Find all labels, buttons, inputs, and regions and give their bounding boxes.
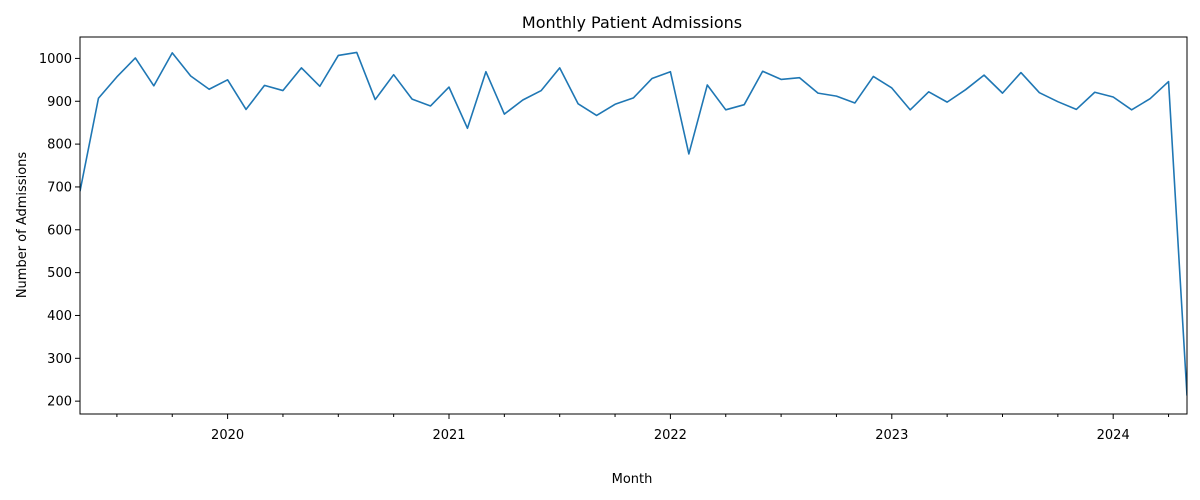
y-axis: 200 300 400 500 600 700 800 900 1000 xyxy=(39,52,80,410)
y-tick-label: 900 xyxy=(47,95,72,110)
y-tick-label: 600 xyxy=(47,223,72,238)
x-axis-title: Month xyxy=(612,472,653,487)
plot-area xyxy=(80,51,1187,396)
y-tick-label: 800 xyxy=(47,138,72,153)
series-line-1 xyxy=(80,51,1187,396)
x-tick-label: 2024 xyxy=(1097,428,1130,443)
chart-title: Monthly Patient Admissions xyxy=(522,13,742,32)
y-axis-title: Number of Admissions xyxy=(15,152,30,299)
x-axis: 2020 2021 2022 2023 2024 xyxy=(116,414,1170,443)
y-tick-label: 400 xyxy=(47,309,72,324)
y-tick-label: 1000 xyxy=(39,52,72,67)
x-tick-label: 2023 xyxy=(875,428,908,443)
y-tick-label: 300 xyxy=(47,352,72,367)
y-tick-label: 500 xyxy=(47,266,72,281)
y-tick-label: 700 xyxy=(47,180,72,195)
x-tick-label: 2020 xyxy=(211,428,244,443)
x-tick-label: 2022 xyxy=(654,428,687,443)
y-tick-label: 200 xyxy=(47,395,72,410)
x-tick-label: 2021 xyxy=(432,428,465,443)
plot-frame xyxy=(79,36,1188,415)
